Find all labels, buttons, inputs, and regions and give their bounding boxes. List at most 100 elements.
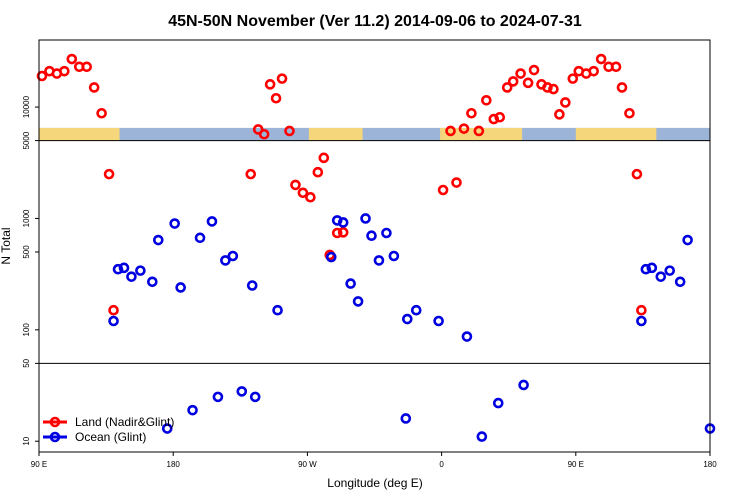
y-axis-label: N Total <box>0 227 13 264</box>
y-tick-label: 100 <box>22 323 31 337</box>
land-point <box>270 92 282 104</box>
ocean-point <box>206 216 218 227</box>
y-tick-label: 10000 <box>22 95 31 118</box>
legend: Land (Nadir&Glint) Ocean (Glint) <box>43 415 174 444</box>
reference-lines <box>39 140 710 364</box>
land-mask-segment <box>308 127 363 141</box>
land-point <box>507 76 519 87</box>
land-point <box>473 125 485 137</box>
ocean-point <box>126 271 137 282</box>
ocean-point <box>640 263 652 275</box>
land-point <box>258 128 270 140</box>
ocean-point <box>682 234 693 246</box>
ocean-point <box>212 391 224 403</box>
ocean-point <box>345 278 356 289</box>
land-point <box>548 83 559 95</box>
ocean-point <box>461 331 473 342</box>
land-point <box>297 187 309 199</box>
land-point <box>445 125 456 137</box>
ocean-point <box>118 262 130 274</box>
land-point <box>312 166 324 178</box>
x-tick-label: 180 <box>703 460 717 469</box>
ocean-point <box>636 315 647 327</box>
land-point <box>276 73 288 84</box>
legend-entry-ocean: Ocean (Glint) <box>43 430 146 444</box>
ocean-point <box>112 263 124 275</box>
plot-frame <box>38 39 711 453</box>
land-point <box>515 68 526 79</box>
y-tick-label: 5000 <box>22 131 31 149</box>
land-point <box>466 107 477 119</box>
x-tick-label: 180 <box>167 460 181 469</box>
land-point <box>567 73 579 84</box>
ocean-point <box>227 250 239 262</box>
land-point <box>488 113 500 125</box>
ocean-point <box>147 276 158 288</box>
ocean-point <box>152 234 164 246</box>
ocean-point <box>161 423 173 434</box>
ocean-point <box>169 218 180 229</box>
land-point <box>481 94 492 106</box>
ocean-point <box>337 217 349 228</box>
land-point <box>88 82 100 93</box>
y-tick-label: 50 <box>22 358 31 367</box>
land-point <box>560 97 571 108</box>
ocean-point <box>175 282 186 293</box>
land-point <box>595 53 607 65</box>
land-point <box>331 227 343 239</box>
legend-land-marker <box>49 416 61 428</box>
ocean-point <box>249 391 261 403</box>
land-point <box>458 123 470 134</box>
ocean-mask-band <box>39 127 710 141</box>
land-point <box>588 65 599 77</box>
ocean-point <box>402 313 413 325</box>
land-point <box>337 227 349 238</box>
ocean-point <box>433 315 444 327</box>
ocean-point <box>655 271 667 282</box>
ocean-series <box>108 213 716 442</box>
ocean-point <box>381 227 392 239</box>
ocean-point <box>664 265 676 276</box>
y-tick-label: 1000 <box>22 209 31 227</box>
ocean-point <box>366 230 377 241</box>
land-point <box>624 107 635 119</box>
ocean-point <box>325 251 337 263</box>
ocean-point <box>674 276 686 288</box>
land-mask-segment <box>575 127 657 141</box>
legend-entry-land: Land (Nadir&Glint) <box>43 415 174 429</box>
legend-land-label: Land (Nadir&Glint) <box>75 415 174 429</box>
land-point <box>542 82 553 93</box>
land-point <box>501 82 513 93</box>
land-series <box>36 53 647 316</box>
ocean-point <box>194 232 206 244</box>
land-point <box>318 152 330 164</box>
y-tick-label: 500 <box>22 245 31 259</box>
ocean-point <box>246 280 258 291</box>
land-point <box>59 65 70 77</box>
land-point <box>245 168 257 180</box>
ocean-point <box>331 215 343 226</box>
land-point <box>108 304 119 316</box>
ocean-point <box>410 304 422 316</box>
ocean-point <box>135 265 146 276</box>
ocean-point <box>108 315 119 327</box>
land-point <box>305 191 316 203</box>
data-points <box>36 53 716 442</box>
land-point <box>610 61 622 73</box>
land-point <box>494 111 506 123</box>
land-point <box>66 53 78 65</box>
x-axis-label: Longitude (deg E) <box>327 476 422 490</box>
land-point <box>554 109 565 120</box>
legend-ocean-marker <box>49 431 61 443</box>
land-point <box>631 168 643 180</box>
ocean-point <box>360 213 371 224</box>
land-point <box>103 168 115 180</box>
ocean-point <box>400 413 412 424</box>
ocean-point <box>220 255 231 266</box>
ocean-point <box>236 386 248 397</box>
ocean-point <box>352 296 364 307</box>
x-tick-label: 90 E <box>568 460 584 469</box>
y-axis-ticks: 10 50 100 500 1000 5000 10000 <box>22 95 39 446</box>
legend-ocean-label: Ocean (Glint) <box>75 430 146 444</box>
